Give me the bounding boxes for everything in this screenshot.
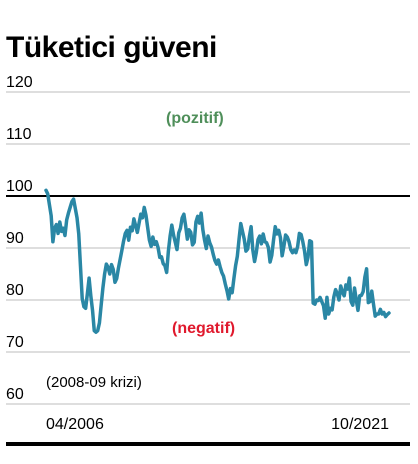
grid-lines [6, 91, 410, 405]
y-tick-label-70: 70 [6, 334, 24, 351]
y-axis-tick-labels: 60 70 80 90 100 110 120 [6, 74, 33, 403]
y-tick-label-110: 110 [6, 126, 32, 143]
crisis-annotation: (2008-09 krizi) [46, 374, 142, 391]
series-group [44, 188, 391, 334]
x-axis-tick-labels: 04/2006 10/2021 [46, 416, 389, 433]
x-tick-label-start: 04/2006 [46, 416, 104, 433]
chart-title: Tüketici güveni [6, 31, 217, 64]
bottom-rule [6, 442, 410, 446]
y-tick-label-80: 80 [6, 282, 24, 299]
y-tick-label-120: 120 [6, 74, 33, 91]
y-tick-label-100: 100 [6, 178, 33, 195]
positive-annotation: (pozitif) [166, 110, 224, 127]
y-tick-label-60: 60 [6, 386, 24, 403]
x-tick-label-end: 10/2021 [331, 416, 389, 433]
series-line-consumer-confidence [44, 188, 391, 334]
y-tick-label-90: 90 [6, 230, 24, 247]
negative-annotation: (negatif) [172, 320, 235, 337]
